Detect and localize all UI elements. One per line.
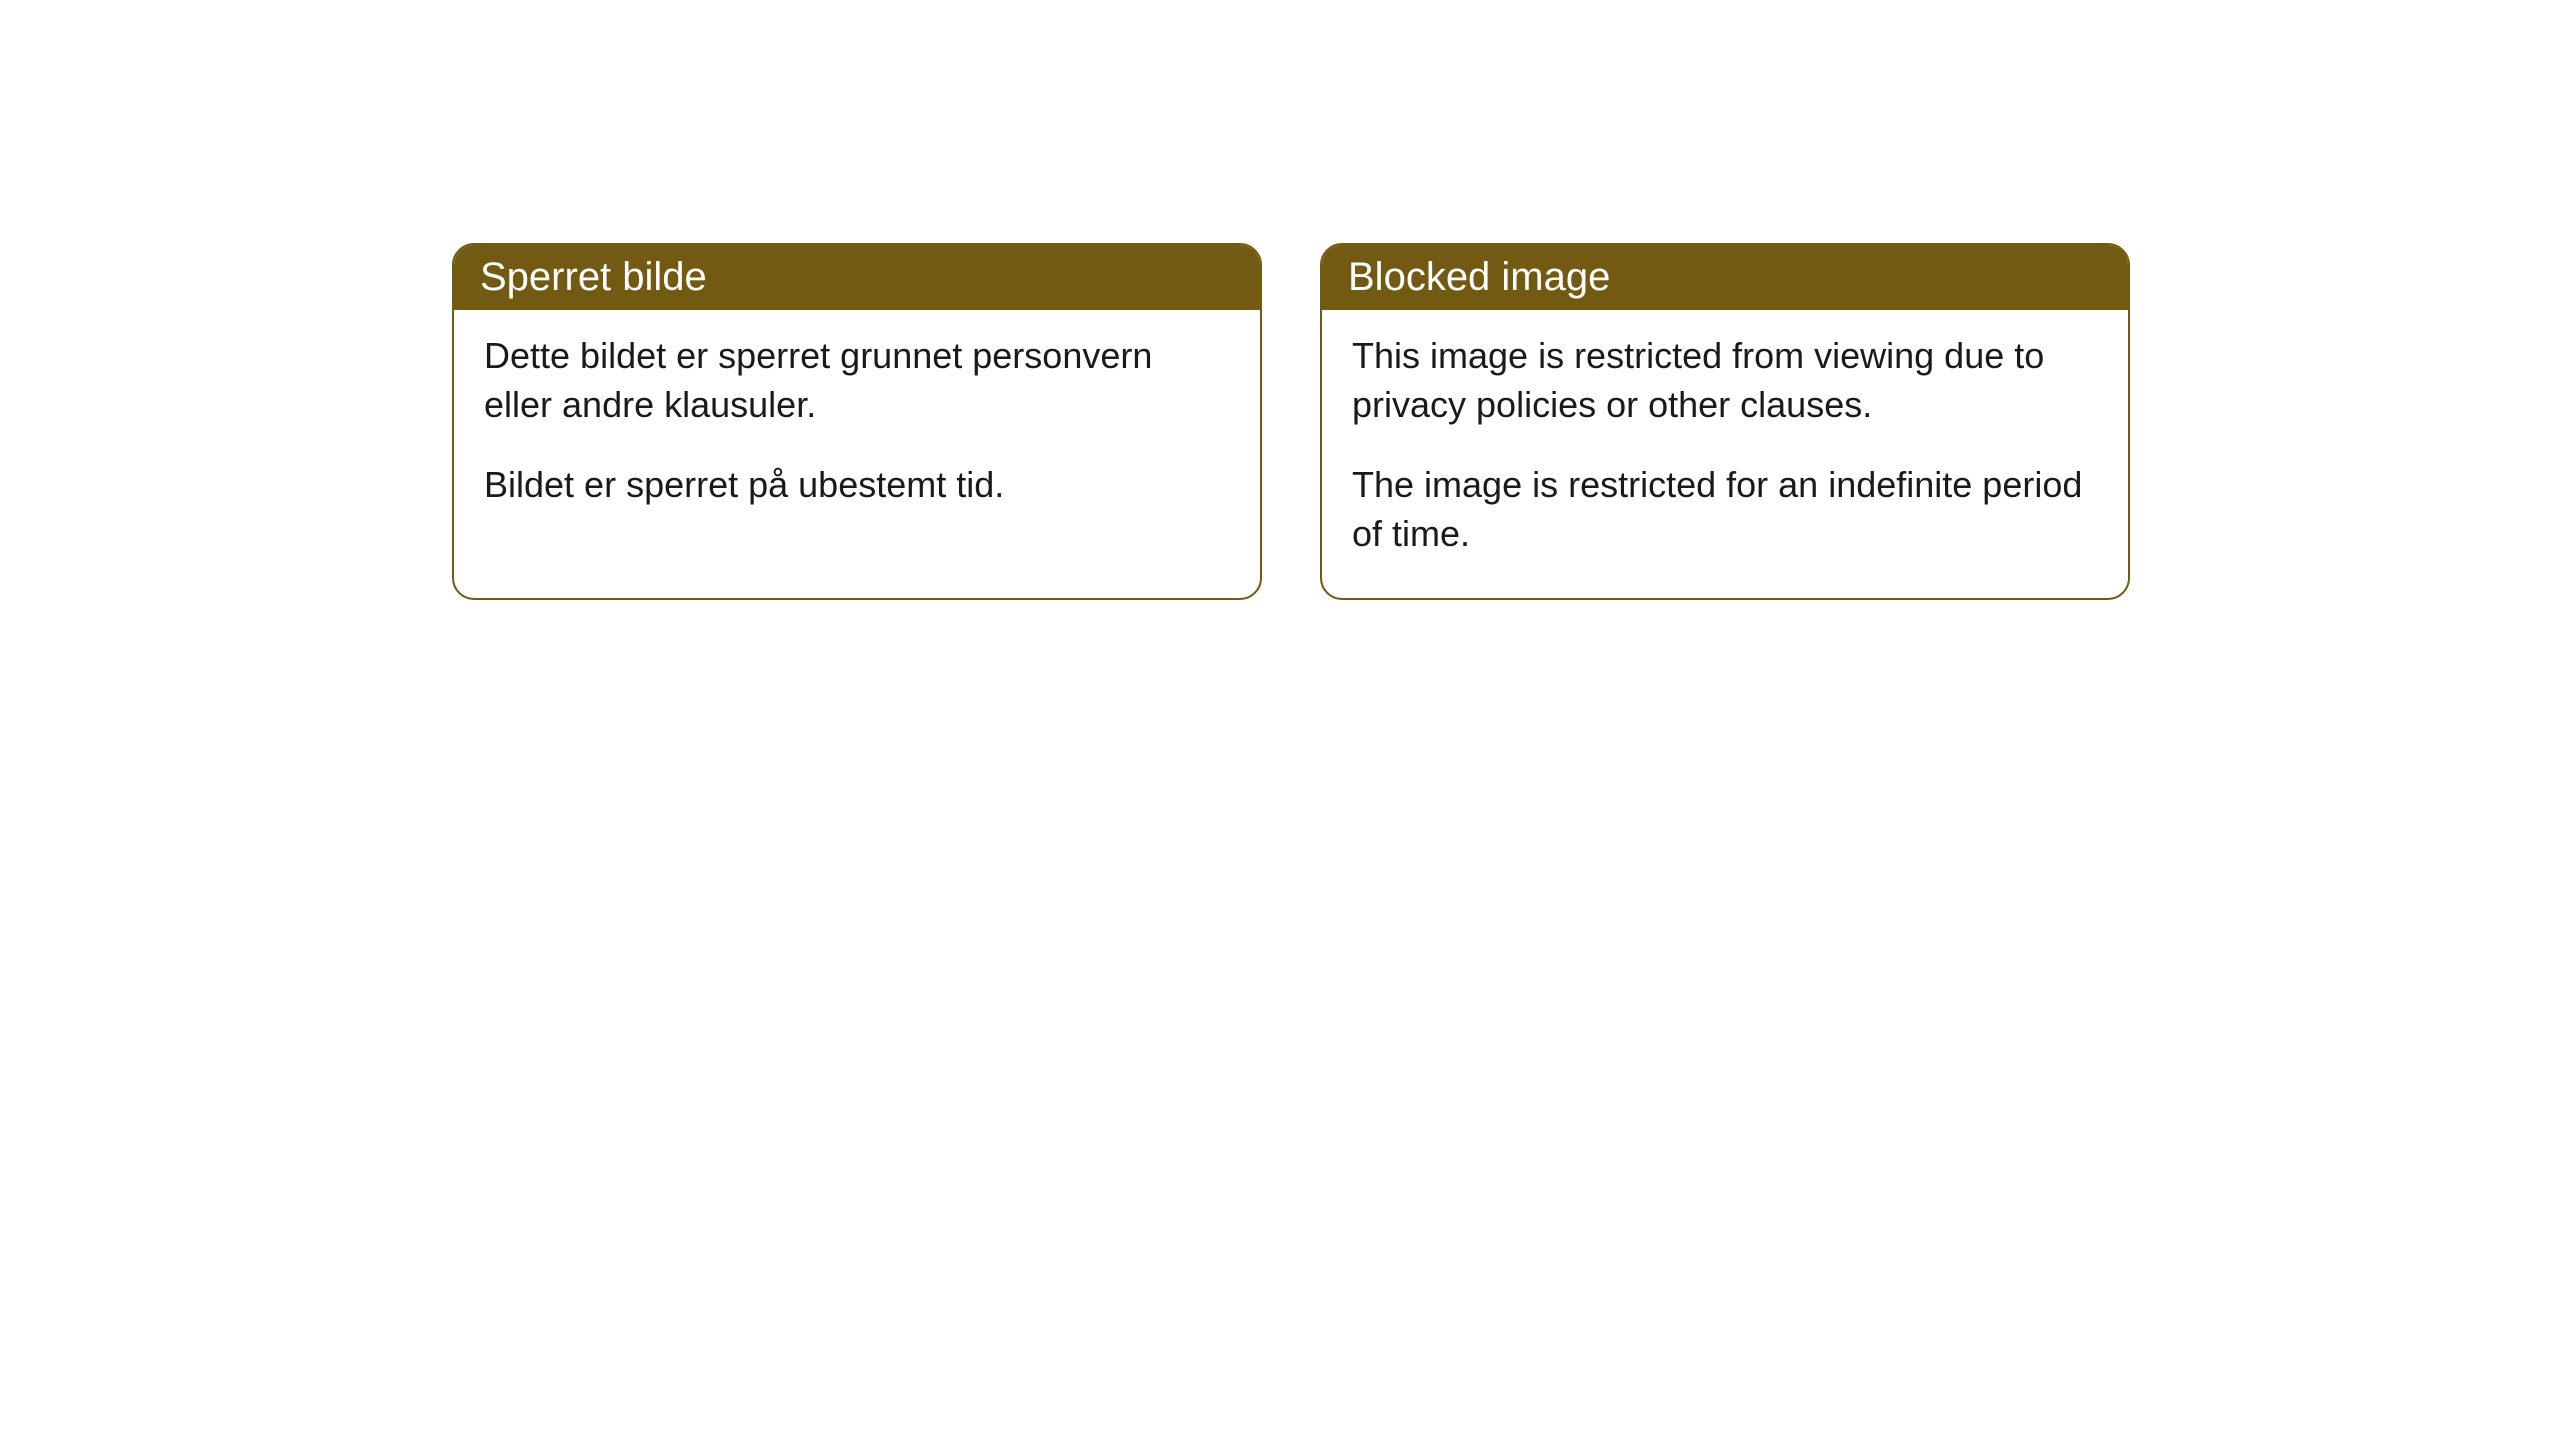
card-paragraph: Dette bildet er sperret grunnet personve… [484, 332, 1230, 429]
card-body: This image is restricted from viewing du… [1322, 310, 2128, 598]
notice-card-english: Blocked image This image is restricted f… [1320, 243, 2130, 600]
card-paragraph: The image is restricted for an indefinit… [1352, 461, 2098, 558]
card-title: Blocked image [1348, 255, 1610, 299]
card-body: Dette bildet er sperret grunnet personve… [454, 310, 1260, 550]
notice-card-norwegian: Sperret bilde Dette bildet er sperret gr… [452, 243, 1262, 600]
card-title: Sperret bilde [480, 255, 707, 299]
card-paragraph: Bildet er sperret på ubestemt tid. [484, 461, 1230, 510]
card-header: Blocked image [1322, 245, 2128, 310]
notice-cards-container: Sperret bilde Dette bildet er sperret gr… [452, 243, 2130, 600]
card-paragraph: This image is restricted from viewing du… [1352, 332, 2098, 429]
card-header: Sperret bilde [454, 245, 1260, 310]
